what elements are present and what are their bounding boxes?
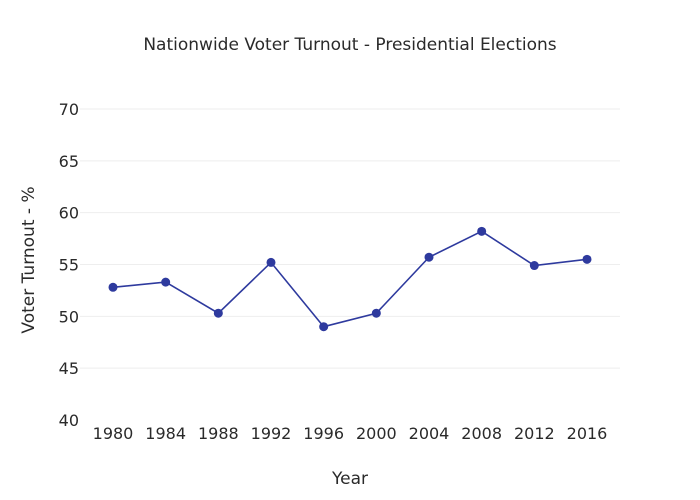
y-tick-label: 70 xyxy=(59,100,79,119)
data-point-1984[interactable] xyxy=(161,277,171,287)
data-point-1996[interactable] xyxy=(319,322,329,332)
data-point-1988[interactable] xyxy=(213,308,223,318)
y-tick-label: 60 xyxy=(59,204,79,223)
x-tick-label: 1996 xyxy=(303,424,344,443)
x-tick-label: 1988 xyxy=(198,424,239,443)
x-tick-label: 2016 xyxy=(567,424,608,443)
data-point-2012[interactable] xyxy=(529,261,539,271)
y-tick-label: 65 xyxy=(59,152,79,171)
x-tick-label: 2012 xyxy=(514,424,555,443)
y-tick-label: 55 xyxy=(59,256,79,275)
y-tick-label: 45 xyxy=(59,359,79,378)
x-tick-label: 2004 xyxy=(409,424,450,443)
series-group xyxy=(108,226,592,332)
x-tick-label: 1984 xyxy=(145,424,186,443)
y-axis-title: Voter Turnout - % xyxy=(19,186,39,333)
data-point-1980[interactable] xyxy=(108,282,118,292)
data-point-2000[interactable] xyxy=(371,308,381,318)
data-point-1992[interactable] xyxy=(266,257,276,267)
x-tick-label: 2008 xyxy=(461,424,502,443)
x-axis-title: Year xyxy=(331,469,368,489)
x-tick-label: 1992 xyxy=(251,424,292,443)
gridlines xyxy=(80,108,620,369)
y-tick-label: 40 xyxy=(59,411,79,430)
x-tick-label: 1980 xyxy=(93,424,134,443)
y-tick-label: 50 xyxy=(59,307,79,326)
series-line xyxy=(112,230,588,328)
x-axis-ticks: 1980 1984 1988 1992 1996 2000 2004 2008 2012 2016 xyxy=(93,424,608,443)
x-tick-label: 2000 xyxy=(356,424,397,443)
data-point-2004[interactable] xyxy=(424,252,434,262)
data-point-2008[interactable] xyxy=(477,226,487,236)
chart-title: Nationwide Voter Turnout - Presidential … xyxy=(143,35,556,55)
data-point-2016[interactable] xyxy=(582,254,592,264)
y-axis-ticks: 40 45 50 55 60 65 70 xyxy=(59,100,79,430)
